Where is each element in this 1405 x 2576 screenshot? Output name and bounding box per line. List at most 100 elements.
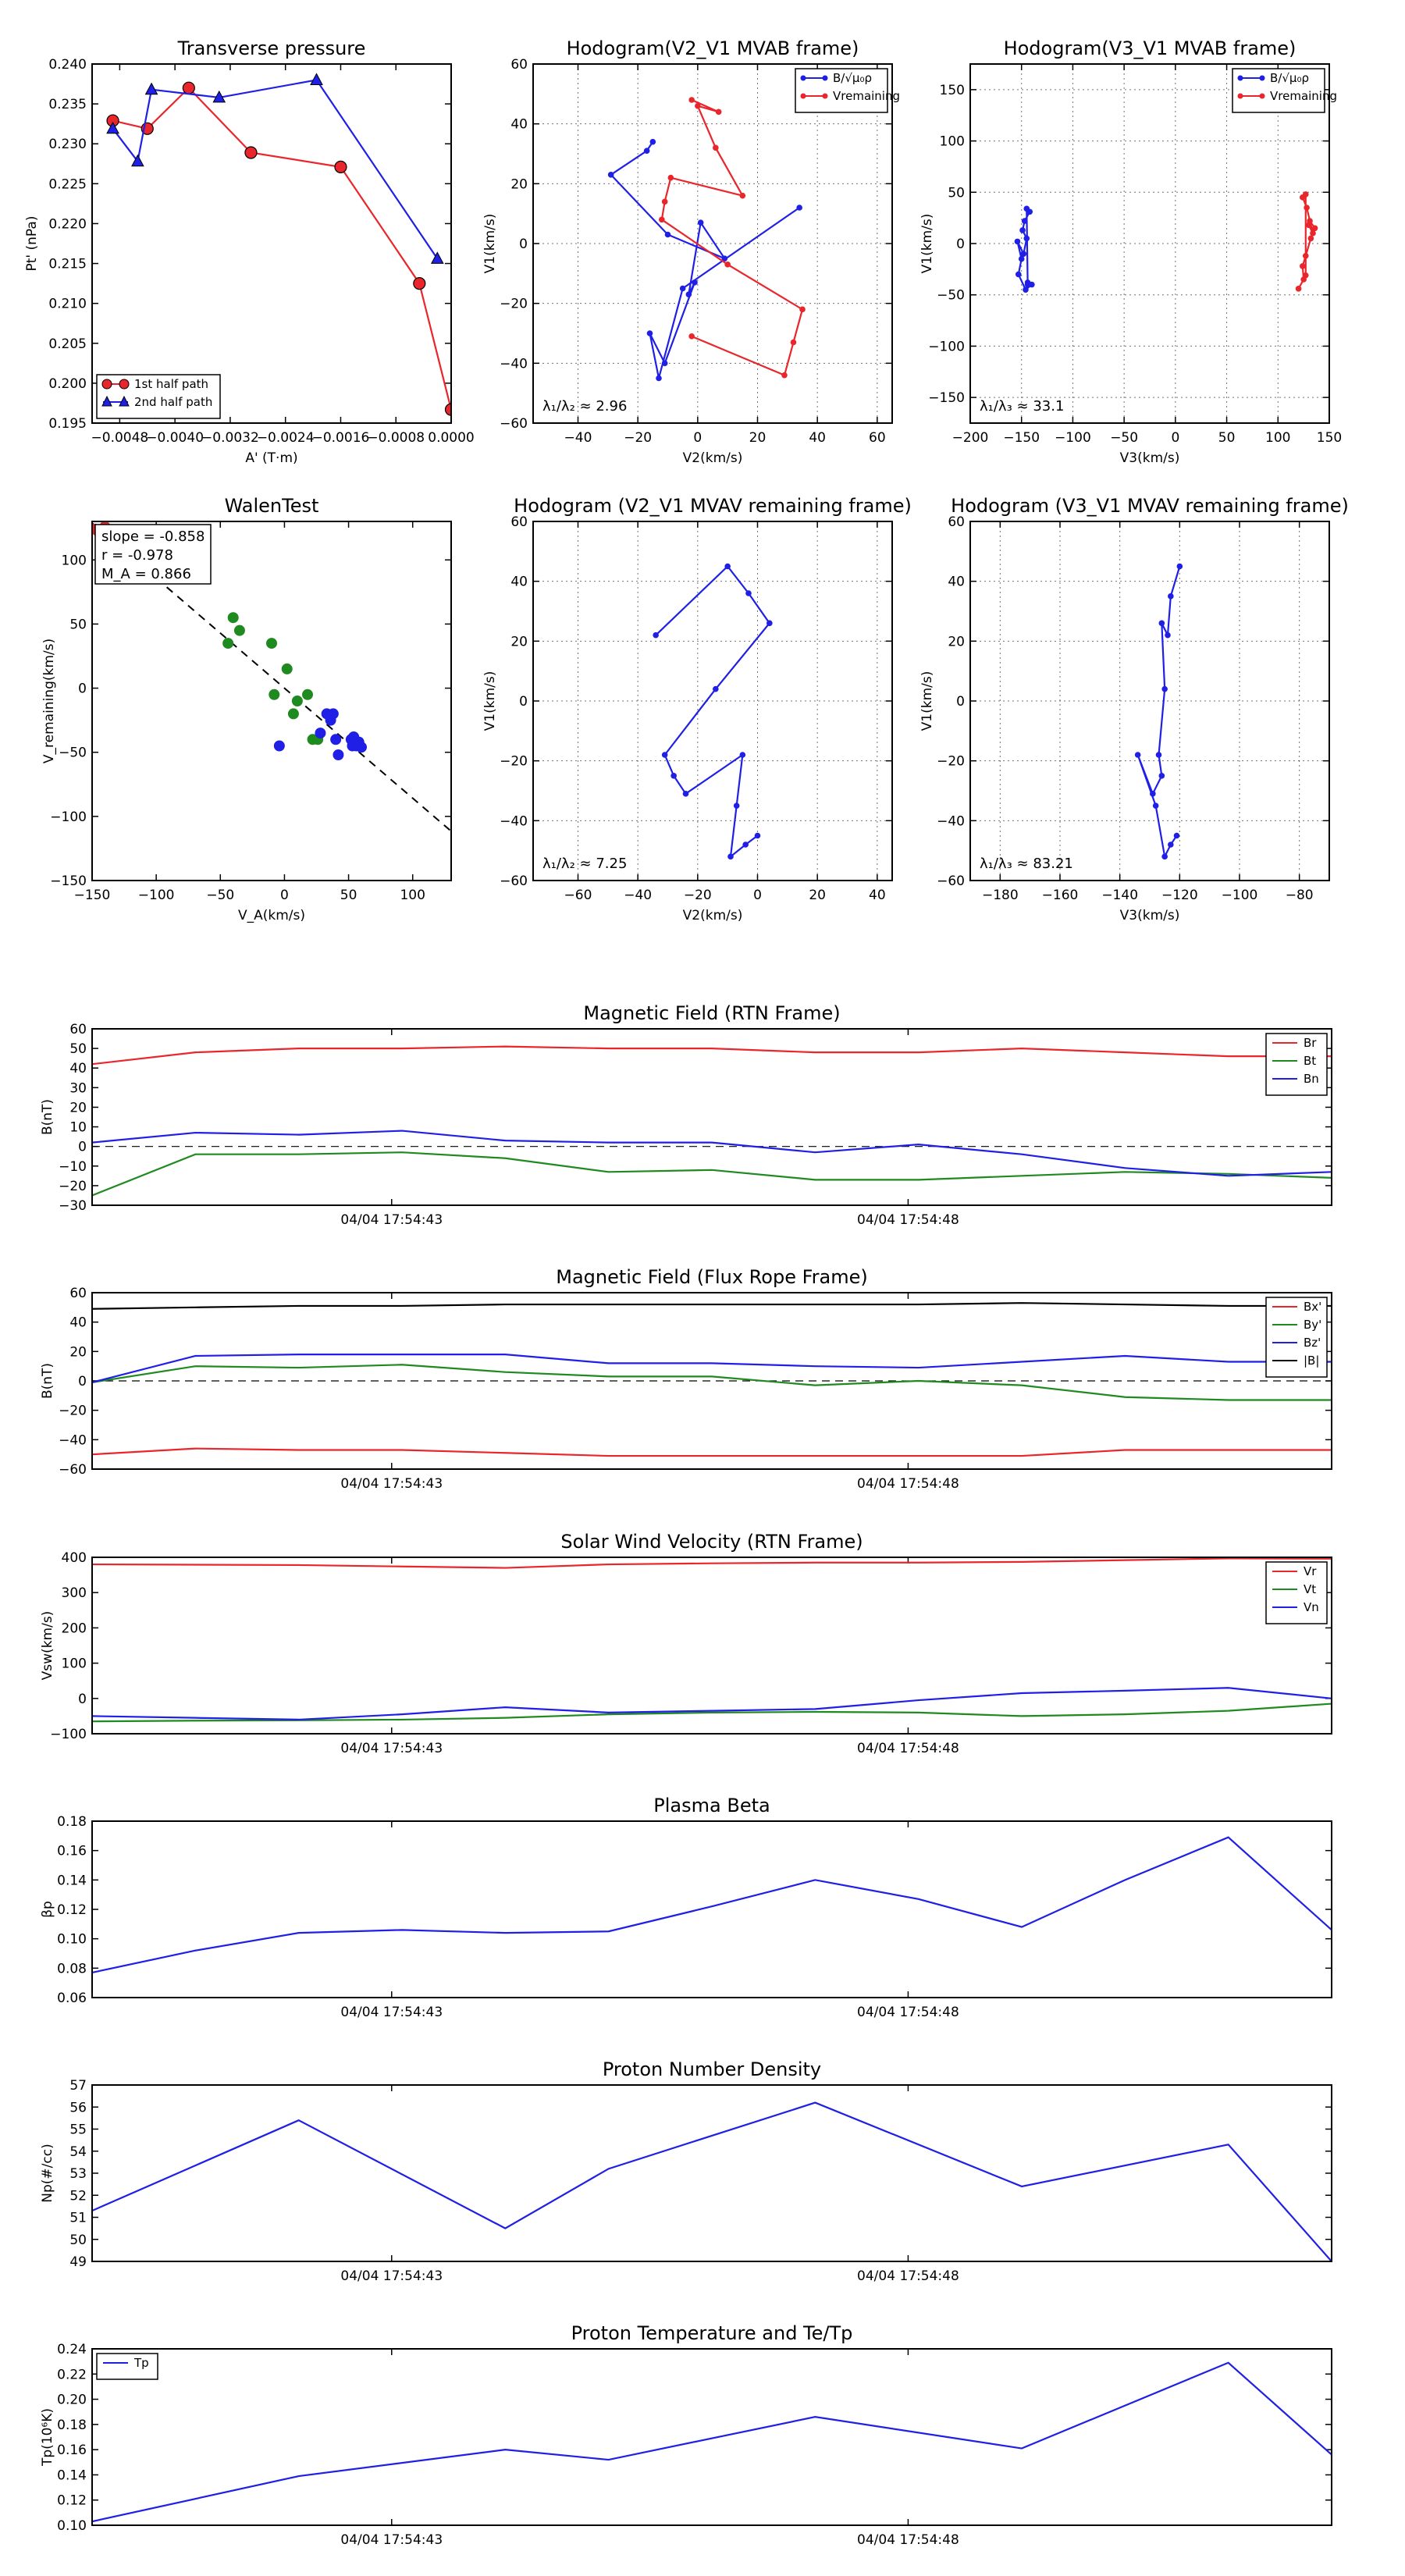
- y-tick-label: 0: [956, 237, 965, 252]
- y-tick-label: 0.205: [48, 336, 87, 352]
- legend-marker: [1237, 93, 1243, 99]
- y-tick-label: −30: [59, 1198, 87, 1214]
- y-tick-label: 0.06: [57, 1991, 87, 2006]
- series-vremaining: [659, 97, 806, 379]
- data-point: [643, 148, 650, 154]
- data-point: [327, 708, 339, 720]
- data-point: [1161, 685, 1168, 692]
- data-point: [754, 832, 761, 839]
- data-point: [653, 632, 659, 639]
- y-tick-label: 10: [69, 1120, 87, 1136]
- y-tick-label: 0: [78, 1140, 87, 1155]
- y-tick-label: 0.230: [48, 137, 87, 152]
- legend-marker: [800, 93, 806, 99]
- y-tick-label: 60: [69, 1286, 87, 1301]
- chart-tp: −0.0048−0.0040−0.0032−0.0024−0.0016−0.00…: [24, 37, 475, 466]
- series-line: [92, 1836, 1332, 1974]
- plot-frame: [91, 63, 452, 424]
- data-point: [1023, 286, 1029, 293]
- data-point: [106, 121, 119, 134]
- series-vn: [92, 1687, 1332, 1721]
- data-point: [291, 696, 303, 706]
- legend-box: [1265, 1561, 1328, 1624]
- legend-label: Br: [1304, 1036, 1317, 1050]
- x-tick-label: 0: [693, 430, 702, 446]
- legend-marker: [101, 379, 112, 390]
- legend-entry: Bn: [1272, 1072, 1319, 1086]
- x-tick-label: 40: [869, 888, 886, 903]
- y-axis-label: V1(km/s): [919, 671, 935, 731]
- chart-title: Magnetic Field (Flux Rope Frame): [556, 1266, 867, 1288]
- y-tick-label: 56: [69, 2100, 87, 2115]
- y-tick-label: 55: [69, 2122, 87, 2138]
- x-tick-label: −40: [564, 430, 592, 446]
- y-tick-label: 0.18: [57, 1814, 87, 1830]
- series-1st-half-path: [106, 81, 451, 416]
- legend: B/√μ₀ρ Vremaining: [795, 68, 900, 113]
- x-axis-label: V_A(km/s): [238, 908, 305, 923]
- data-point: [713, 144, 719, 151]
- data-point: [767, 620, 773, 627]
- plot-frame: [91, 2348, 1332, 2526]
- data-point: [724, 262, 731, 268]
- plot-area: [1014, 191, 1318, 293]
- data-point: [212, 90, 226, 103]
- plot-area: [653, 563, 773, 860]
- walen-textbox: [94, 524, 212, 585]
- chart-title: WalenTest: [225, 495, 319, 517]
- y-tick-label: 20: [948, 634, 965, 649]
- plot-area: [92, 1557, 1332, 1723]
- y-tick-label: 0.14: [57, 2467, 87, 2483]
- series-bt: [92, 1151, 1332, 1197]
- data-point: [1300, 263, 1306, 269]
- data-point: [685, 291, 692, 297]
- data-point: [1302, 272, 1309, 279]
- series-np: [92, 2101, 1332, 2261]
- x-tick-label: 50: [1218, 430, 1236, 446]
- plot-frame: [532, 521, 893, 881]
- x-tick-label: 04/04 17:54:48: [857, 2532, 959, 2548]
- eigenvalue-ratio: λ₁/λ₂ ≈ 7.25: [542, 856, 627, 872]
- series-line: [92, 2361, 1332, 2523]
- x-tick-label: 04/04 17:54:43: [340, 2005, 443, 2020]
- plot-area: [1134, 563, 1183, 860]
- data-point: [269, 688, 280, 700]
- y-axis-label: V1(km/s): [482, 214, 498, 274]
- y-tick-label: 0.215: [48, 257, 87, 272]
- x-tick-label: 04/04 17:54:48: [857, 1212, 959, 1228]
- legend-entry: |B|: [1272, 1354, 1319, 1368]
- legend-box: [96, 374, 221, 419]
- y-tick-label: 20: [510, 176, 528, 192]
- chart-title: Transverse pressure: [177, 37, 366, 59]
- plot-area: [607, 97, 806, 382]
- chart-bflux: 04/04 17:54:43 04/04 17:54:48 −60 −40 −20 0 20…: [40, 1266, 1332, 1492]
- legend-label: Vremaining: [833, 89, 900, 103]
- x-tick-label: 60: [869, 430, 886, 446]
- legend-marker: [800, 75, 806, 81]
- x-tick-label: 04/04 17:54:43: [340, 2268, 443, 2284]
- data-point: [1307, 235, 1314, 242]
- y-tick-label: 0.14: [57, 1873, 87, 1888]
- x-tick-label: 100: [400, 888, 425, 903]
- series-bn: [92, 1130, 1332, 1177]
- data-point: [330, 734, 342, 745]
- data-point: [302, 688, 313, 700]
- data-point: [1310, 230, 1316, 237]
- chart-title: Plasma Beta: [653, 1795, 770, 1816]
- x-tick-label: −0.0016: [312, 430, 370, 446]
- data-point: [1024, 281, 1031, 288]
- series-vremaining: [1295, 191, 1318, 292]
- y-tick-label: 0: [956, 694, 965, 710]
- plot-area: [92, 1045, 1332, 1197]
- data-point: [227, 612, 239, 624]
- y-tick-label: 57: [69, 2078, 87, 2094]
- chart-h2: −200 −150 −100 −50 0 50 100 150 −150 −100 −50 0 50 10…: [919, 37, 1342, 466]
- data-point: [664, 231, 671, 238]
- legend-entry: Vr: [1272, 1564, 1317, 1578]
- plot-frame: [91, 2084, 1332, 2262]
- data-point: [1134, 752, 1141, 758]
- legend-box: [1232, 68, 1325, 113]
- legend-label: Vt: [1304, 1582, 1316, 1596]
- x-tick-label: −80: [1286, 888, 1314, 903]
- data-point: [333, 749, 344, 760]
